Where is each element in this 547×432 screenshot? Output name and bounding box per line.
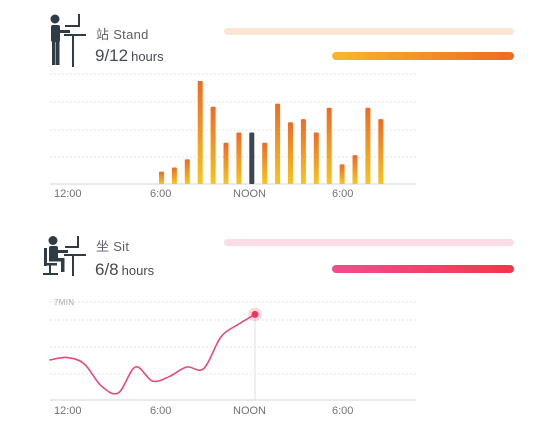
stand-bar-4 (210, 106, 216, 184)
sit-label: 坐 Sit (96, 239, 130, 254)
stand-bar-12 (313, 132, 319, 184)
sit-x-label-2: NOON (233, 405, 266, 417)
stand-bar-3 (197, 81, 203, 184)
stand-panel: 站 Stand 9/12 hours 12:00 6:00 NOON 6:00 (50, 14, 514, 200)
sit-chart (49, 301, 416, 401)
stand-bar-15 (352, 155, 358, 184)
stand-x-label-2: NOON (233, 188, 266, 200)
sit-progress-value: 6/8 (95, 260, 119, 279)
sit-marker-dot (251, 310, 259, 318)
sitting-desk-icon (43, 236, 86, 276)
sit-track (224, 239, 514, 246)
stand-bar-6 (236, 132, 242, 184)
stand-bar-14 (339, 164, 345, 184)
sit-x-label-1: 6:00 (150, 405, 172, 417)
stand-bar-5 (223, 142, 229, 184)
stand-bar-8 (262, 142, 268, 184)
stand-x-label-1: 6:00 (150, 188, 172, 200)
stand-bar-11 (300, 119, 306, 184)
sit-progress-bar (332, 265, 514, 273)
stand-bar-0 (159, 171, 164, 184)
stand-track (224, 28, 514, 35)
stand-x-label-0: 12:00 (54, 188, 82, 200)
sit-x-label-0: 12:00 (54, 405, 82, 417)
sit-line (49, 313, 256, 395)
stand-bar-1 (171, 167, 177, 184)
stand-bar-17 (378, 119, 384, 184)
stand-progress-bar (332, 52, 514, 60)
stand-bar-9 (275, 103, 281, 184)
stand-chart (50, 73, 416, 185)
sit-progress: 6/8 hours (95, 260, 154, 280)
stand-x-label-3: 6:00 (332, 188, 354, 200)
sit-x-label-3: 6:00 (332, 405, 354, 417)
stand-progress-unit: hours (131, 49, 164, 64)
stand-bar-16 (365, 107, 371, 184)
stand-label: 站 Stand (96, 27, 149, 42)
sit-progress-unit: hours (121, 263, 155, 278)
sit-panel: 坐 Sit 6/8 hours 7MIN 12:00 6:00 NOON 6:00 (0, 216, 547, 432)
stand-bar-13 (326, 107, 332, 184)
stand-bar-2 (184, 159, 190, 184)
sit-max-label: 7MIN (54, 298, 75, 307)
stand-bar-10 (288, 122, 293, 184)
stand-bar-7 (249, 132, 255, 184)
stand-progress: 9/12 hours (95, 46, 164, 66)
standing-desk-icon (50, 14, 86, 67)
stand-progress-value: 9/12 (95, 46, 129, 65)
